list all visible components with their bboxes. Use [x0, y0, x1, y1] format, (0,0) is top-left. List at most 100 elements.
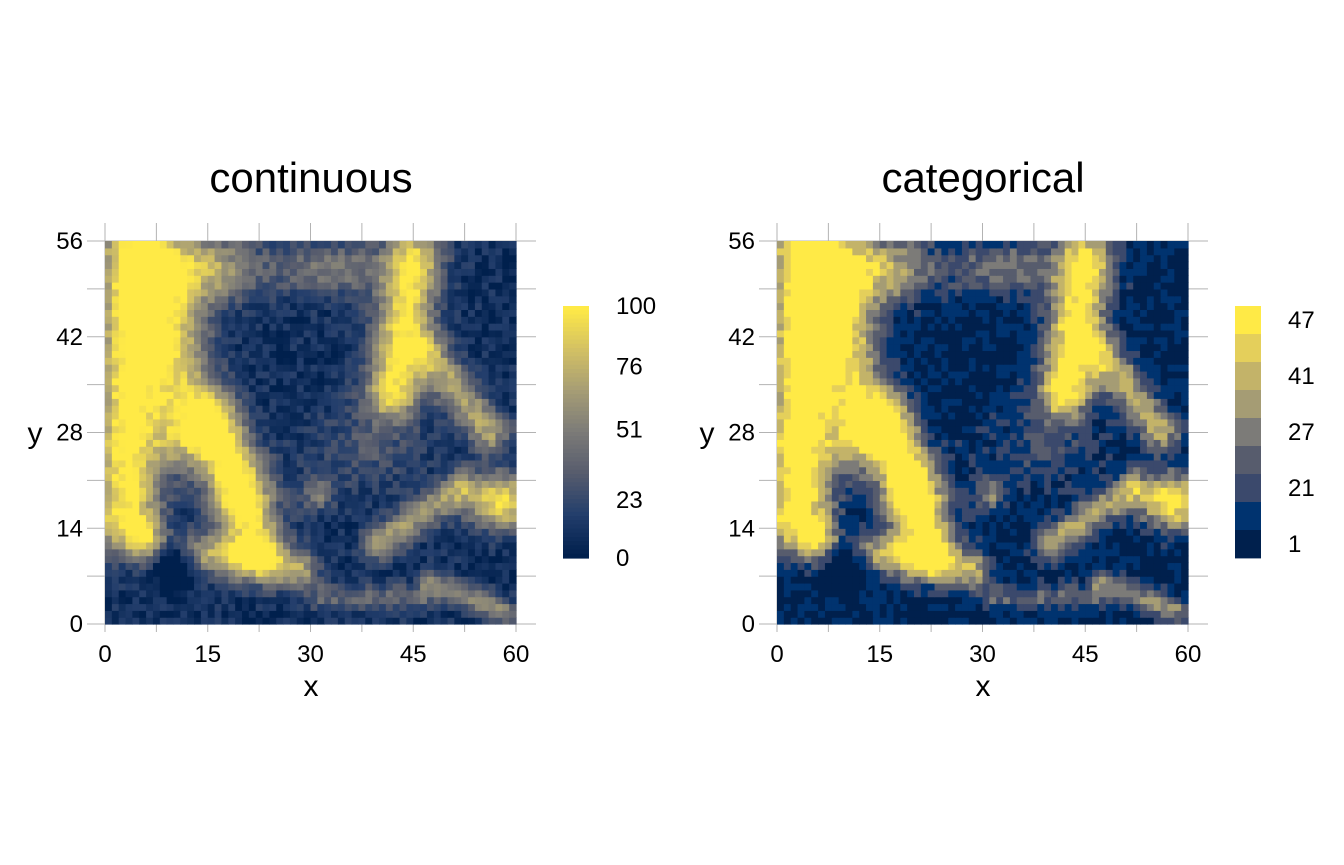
raster-cell [1167, 466, 1175, 475]
raster-cell [379, 576, 387, 584]
raster-cell [317, 528, 325, 536]
raster-cell [296, 562, 305, 570]
raster-cell [118, 473, 127, 481]
raster-cell [385, 261, 394, 269]
raster-cell [248, 350, 257, 358]
raster-cell [866, 514, 874, 523]
raster-cell [214, 302, 223, 310]
raster-cell [207, 316, 216, 324]
raster-cell [132, 309, 140, 317]
raster-cell [105, 480, 113, 488]
raster-cell [365, 268, 373, 276]
raster-cell [1119, 555, 1127, 564]
raster-cell [132, 377, 140, 386]
raster-cell [447, 459, 455, 468]
raster-cell [269, 473, 277, 481]
raster-cell [852, 528, 860, 536]
raster-cell [1140, 459, 1148, 468]
raster-cell [433, 370, 442, 379]
raster-cell [1174, 548, 1182, 557]
raster-cell [337, 302, 346, 310]
raster-cell [502, 582, 510, 591]
raster-cell [194, 254, 202, 263]
raster-cell [481, 370, 490, 379]
raster-cell [159, 405, 168, 413]
raster-cell [255, 254, 264, 263]
raster-cell [804, 528, 812, 536]
raster-cell [1153, 589, 1162, 598]
raster-cell [221, 391, 229, 399]
raster-cell [296, 405, 305, 413]
raster-cell [303, 295, 312, 304]
raster-cell [166, 494, 175, 502]
raster-cell [221, 528, 229, 536]
raster-cell [242, 514, 250, 523]
raster-cell [440, 521, 449, 529]
raster-cell [811, 480, 819, 488]
raster-cell [996, 507, 1004, 516]
colorbar-segment [563, 461, 589, 467]
raster-cell [166, 282, 175, 290]
raster-cell [324, 446, 332, 454]
raster-cell [426, 569, 435, 577]
raster-cell [1016, 459, 1025, 468]
raster-cell [262, 411, 270, 420]
raster-cell [118, 589, 127, 598]
raster-cell [344, 562, 353, 570]
raster-cell [426, 603, 435, 611]
raster-cell [221, 418, 229, 427]
x-tick-label: 45 [400, 641, 427, 668]
raster-cell [474, 576, 483, 584]
raster-cell [379, 439, 387, 447]
raster-cell [934, 528, 942, 536]
raster-cell [289, 316, 298, 324]
raster-cell [1078, 480, 1086, 488]
raster-cell [296, 535, 305, 543]
raster-cell [996, 500, 1004, 509]
raster-cell [907, 582, 915, 591]
raster-cell [440, 582, 449, 591]
raster-cell [975, 582, 984, 591]
raster-cell [886, 610, 895, 618]
raster-cell [481, 329, 490, 338]
raster-cell [927, 576, 936, 584]
raster-cell [777, 473, 785, 481]
raster-cell [146, 466, 154, 475]
raster-cell [461, 487, 469, 495]
raster-cell [1023, 555, 1032, 564]
raster-cell [948, 494, 956, 502]
raster-cell [146, 329, 154, 338]
raster-cell [283, 459, 291, 468]
raster-cell [392, 384, 401, 393]
raster-cell [276, 487, 284, 495]
raster-cell [303, 377, 312, 386]
raster-cell [790, 473, 799, 481]
raster-cell [262, 432, 270, 440]
raster-cell [831, 535, 840, 543]
raster-cell [262, 398, 270, 406]
raster-cell [214, 316, 223, 324]
raster-cell [468, 446, 476, 454]
raster-cell [509, 500, 517, 509]
raster-cell [413, 603, 421, 611]
raster-cell [1044, 535, 1052, 543]
raster-cell [1003, 507, 1011, 516]
raster-cell [433, 541, 442, 550]
raster-cell [982, 617, 990, 625]
raster-cell [1071, 596, 1079, 605]
raster-cell [283, 494, 291, 502]
raster-cell [461, 541, 469, 550]
raster-cell [468, 302, 476, 310]
raster-cell [337, 411, 346, 420]
raster-cell [996, 487, 1004, 495]
raster-cell [132, 254, 140, 263]
raster-cell [283, 261, 291, 269]
raster-cell [440, 350, 449, 358]
raster-cell [509, 418, 517, 427]
raster-cell [132, 405, 140, 413]
raster-cell [461, 555, 469, 564]
raster-cell [406, 535, 414, 543]
raster-cell [1003, 562, 1011, 570]
raster-cell [200, 329, 209, 338]
raster-cell [365, 316, 373, 324]
